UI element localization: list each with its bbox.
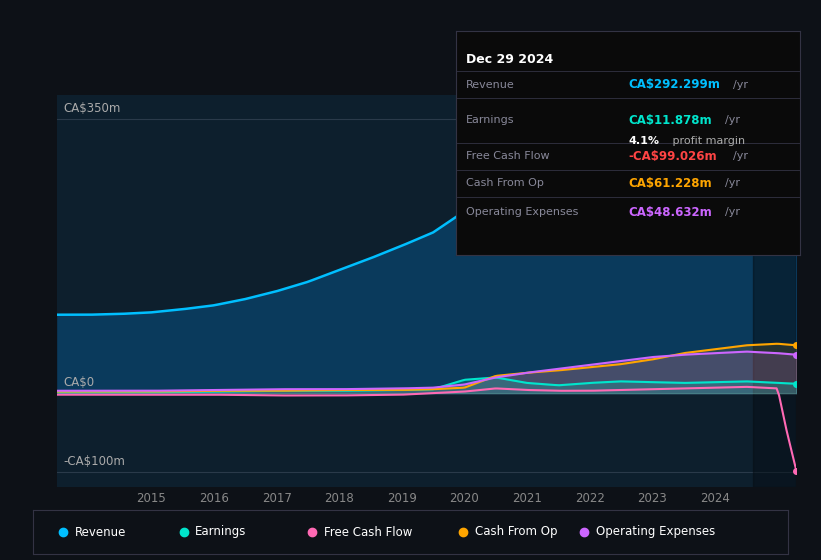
- Text: 4.1%: 4.1%: [628, 136, 659, 146]
- Text: profit margin: profit margin: [669, 136, 745, 146]
- Text: /yr: /yr: [725, 207, 740, 217]
- Text: CA$48.632m: CA$48.632m: [628, 206, 712, 219]
- Text: /yr: /yr: [733, 151, 748, 161]
- Bar: [753, 95, 796, 487]
- Text: CA$61.228m: CA$61.228m: [628, 176, 712, 190]
- Text: Operating Expenses: Operating Expenses: [595, 525, 715, 539]
- Text: /yr: /yr: [725, 178, 740, 188]
- Text: Earnings: Earnings: [195, 525, 246, 539]
- Text: Dec 29 2024: Dec 29 2024: [466, 53, 553, 66]
- Text: Revenue: Revenue: [466, 80, 515, 90]
- Text: CA$292.299m: CA$292.299m: [628, 78, 720, 91]
- Text: Earnings: Earnings: [466, 115, 515, 125]
- Text: /yr: /yr: [733, 80, 748, 90]
- Text: -CA$100m: -CA$100m: [64, 455, 126, 468]
- Text: CA$11.878m: CA$11.878m: [628, 114, 712, 127]
- Text: Free Cash Flow: Free Cash Flow: [466, 151, 549, 161]
- Text: Cash From Op: Cash From Op: [475, 525, 557, 539]
- Text: Cash From Op: Cash From Op: [466, 178, 544, 188]
- Text: -CA$99.026m: -CA$99.026m: [628, 150, 717, 163]
- Text: CA$0: CA$0: [64, 376, 95, 389]
- Text: CA$350m: CA$350m: [64, 102, 122, 115]
- Text: Operating Expenses: Operating Expenses: [466, 207, 578, 217]
- Text: Revenue: Revenue: [75, 525, 126, 539]
- Text: Free Cash Flow: Free Cash Flow: [323, 525, 412, 539]
- Text: /yr: /yr: [725, 115, 740, 125]
